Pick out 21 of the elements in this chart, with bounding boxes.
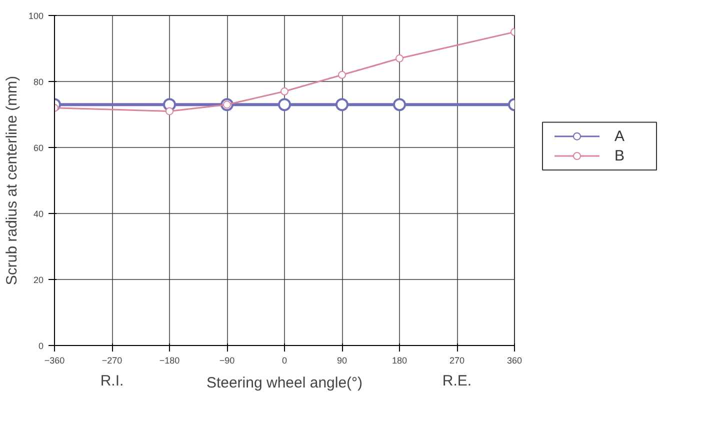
x-tick-label: −180 [159, 356, 180, 366]
x-tick-label: 180 [392, 356, 408, 366]
legend-label: B [614, 148, 625, 164]
x-tick-label: −90 [219, 356, 235, 366]
y-tick-label: 20 [33, 275, 44, 285]
x-tick-label: 270 [449, 356, 465, 366]
y-tick-label: 0 [38, 341, 44, 351]
x-tick-label: −270 [102, 356, 122, 366]
y-axis-title: Scrub radius at centerline (mm) [3, 76, 20, 286]
x-tick-label: 90 [336, 356, 348, 366]
y-tick-label: 40 [33, 209, 44, 219]
legend-label: A [614, 128, 625, 145]
x-tick-label: 360 [506, 356, 522, 366]
y-tick-label: 60 [33, 143, 44, 153]
text: R.E. [442, 372, 472, 390]
y-tick-label: 80 [33, 77, 44, 87]
text: R.I. [100, 372, 124, 390]
y-tick-label: 100 [28, 11, 44, 21]
x-axis-title: Steering wheel angle(°) [206, 374, 363, 392]
x-tick-label: 0 [282, 356, 288, 366]
x-tick-label: −360 [44, 356, 65, 366]
